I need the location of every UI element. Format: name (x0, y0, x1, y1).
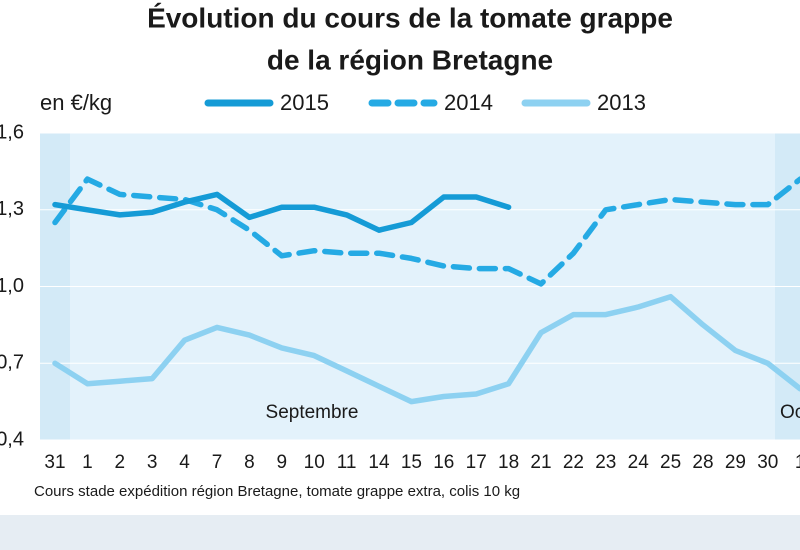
y-tick-label: 1,3 (0, 198, 24, 220)
legend-label: 2013 (597, 90, 646, 115)
chart-subtitle: de la région Bretagne (267, 44, 553, 75)
series-line (52, 293, 800, 405)
month-label: Octobre (780, 402, 800, 423)
x-tick-label: 22 (563, 452, 584, 473)
footer-band (0, 515, 800, 550)
x-tick-label: 29 (725, 452, 746, 473)
x-tick-label: 23 (595, 452, 616, 473)
unit-label: en €/kg (40, 90, 112, 115)
x-tick-label: 1 (795, 452, 800, 473)
y-tick-label: 1,0 (0, 275, 24, 297)
x-tick-label: 7 (212, 452, 223, 473)
x-tick-label: 8 (244, 452, 255, 473)
x-tick-label: 2 (115, 452, 126, 473)
x-tick-label: 25 (660, 452, 681, 473)
x-tick-label: 4 (179, 452, 190, 473)
y-tick-label: 1,6 (0, 121, 24, 143)
x-tick-label: 24 (628, 452, 650, 473)
x-tick-label: 10 (304, 452, 325, 473)
series-line (52, 176, 800, 287)
chart-title: Évolution du cours de la tomate grappe (147, 2, 673, 33)
legend-label: 2014 (444, 90, 493, 115)
x-tick-label: 21 (530, 452, 551, 473)
x-tick-label: 11 (337, 452, 357, 473)
x-tick-label: 31 (44, 452, 65, 473)
x-tick-label: 16 (433, 452, 454, 473)
y-tick-label: 0,4 (0, 428, 24, 450)
x-tick-label: 14 (368, 452, 390, 473)
x-tick-label: 18 (498, 452, 519, 473)
source-note: Cours stade expédition région Bretagne, … (34, 483, 520, 500)
x-tick-label: 3 (147, 452, 158, 473)
series-line (52, 191, 512, 233)
x-tick-label: 9 (277, 452, 288, 473)
y-tick-label: 0,7 (0, 352, 24, 374)
x-tick-label: 17 (466, 452, 487, 473)
x-tick-label: 28 (692, 452, 713, 473)
month-label: Septembre (266, 402, 359, 423)
x-tick-label: 30 (757, 452, 778, 473)
legend-label: 2015 (280, 90, 329, 115)
x-tick-label: 1 (82, 452, 93, 473)
x-tick-label: 15 (401, 452, 422, 473)
